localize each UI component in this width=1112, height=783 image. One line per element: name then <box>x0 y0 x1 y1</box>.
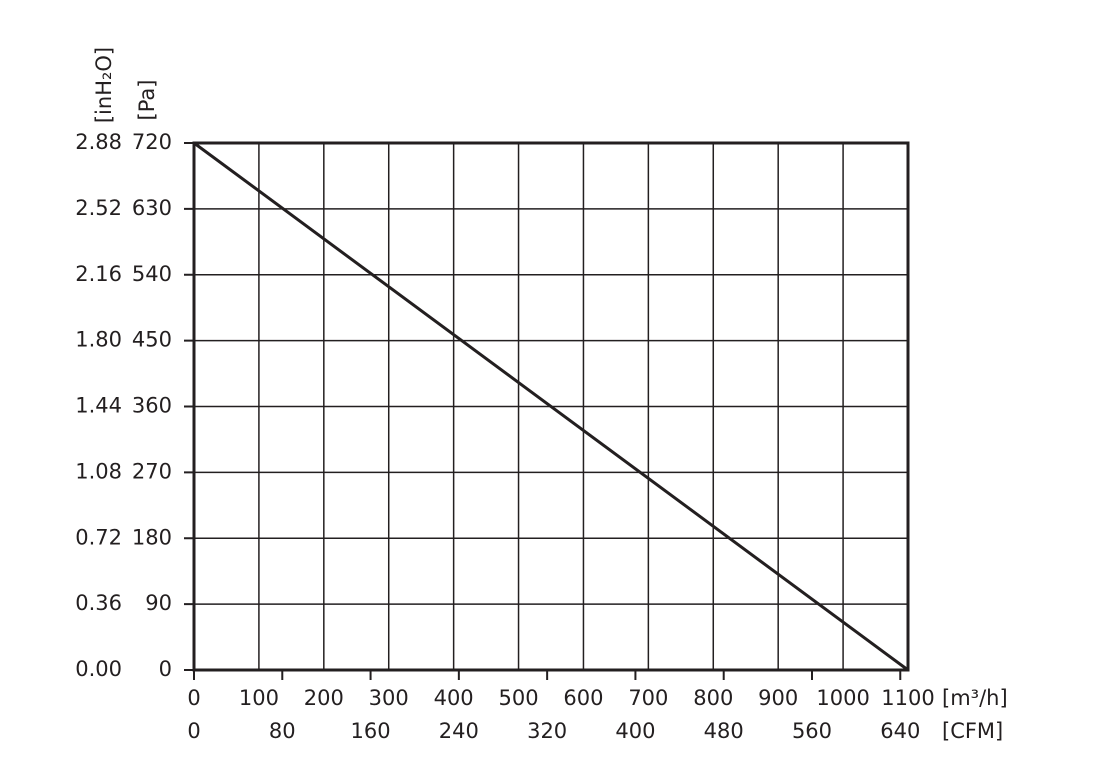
y-tick-label: 450 <box>132 328 172 352</box>
x-tick-label: 900 <box>758 686 798 710</box>
x-tick-label: 0 <box>187 686 200 710</box>
y-tick-label: 360 <box>132 394 172 418</box>
x-axis-title: [m³/h] <box>942 686 1008 710</box>
x-tick-label: 700 <box>628 686 668 710</box>
x-tick-label: 400 <box>434 686 474 710</box>
y2-tick-label: 2.88 <box>75 130 122 154</box>
y-tick-label: 270 <box>132 459 172 483</box>
x2-tick-label: 240 <box>439 719 479 743</box>
y-tick-label: 90 <box>145 591 172 615</box>
y2-axis-title: [inH₂O] <box>92 47 116 123</box>
y2-tick-label: 1.08 <box>75 459 122 483</box>
y2-tick-label: 2.16 <box>75 262 122 286</box>
x-tick-label: 100 <box>239 686 279 710</box>
y2-tick-label: 2.52 <box>75 196 122 220</box>
x-tick-label: 800 <box>693 686 733 710</box>
x-tick-label: 200 <box>304 686 344 710</box>
x-tick-label: 500 <box>498 686 538 710</box>
y2-tick-label: 1.44 <box>75 394 122 418</box>
y2-tick-label: 0.00 <box>75 657 122 681</box>
y2-tick-label: 0.72 <box>75 525 122 549</box>
plot-frame <box>192 141 910 672</box>
curve <box>193 141 909 672</box>
x2-tick-label: 0 <box>187 719 200 743</box>
x2-axis-title: [CFM] <box>942 719 1003 743</box>
y-tick-label: 540 <box>132 262 172 286</box>
x-tick-label: 1000 <box>816 686 869 710</box>
y-axis-title: [Pa] <box>135 80 159 121</box>
x2-tick-label: 480 <box>704 719 744 743</box>
x2-tick-label: 160 <box>351 719 391 743</box>
x2-tick-label: 80 <box>269 719 296 743</box>
y2-tick-label: 0.36 <box>75 591 122 615</box>
y2-tick-label: 1.80 <box>75 328 122 352</box>
x2-tick-label: 560 <box>792 719 832 743</box>
x-tick-label: 300 <box>369 686 409 710</box>
x-tick-label: 1100 <box>881 686 934 710</box>
y-tick-label: 630 <box>132 196 172 220</box>
x2-tick-label: 640 <box>880 719 920 743</box>
y-tick-label: 0 <box>159 657 172 681</box>
y-tick-label: 180 <box>132 525 172 549</box>
y-tick-label: 720 <box>132 130 172 154</box>
x2-tick-label: 320 <box>527 719 567 743</box>
x2-tick-label: 400 <box>615 719 655 743</box>
x-tick-label: 600 <box>563 686 603 710</box>
